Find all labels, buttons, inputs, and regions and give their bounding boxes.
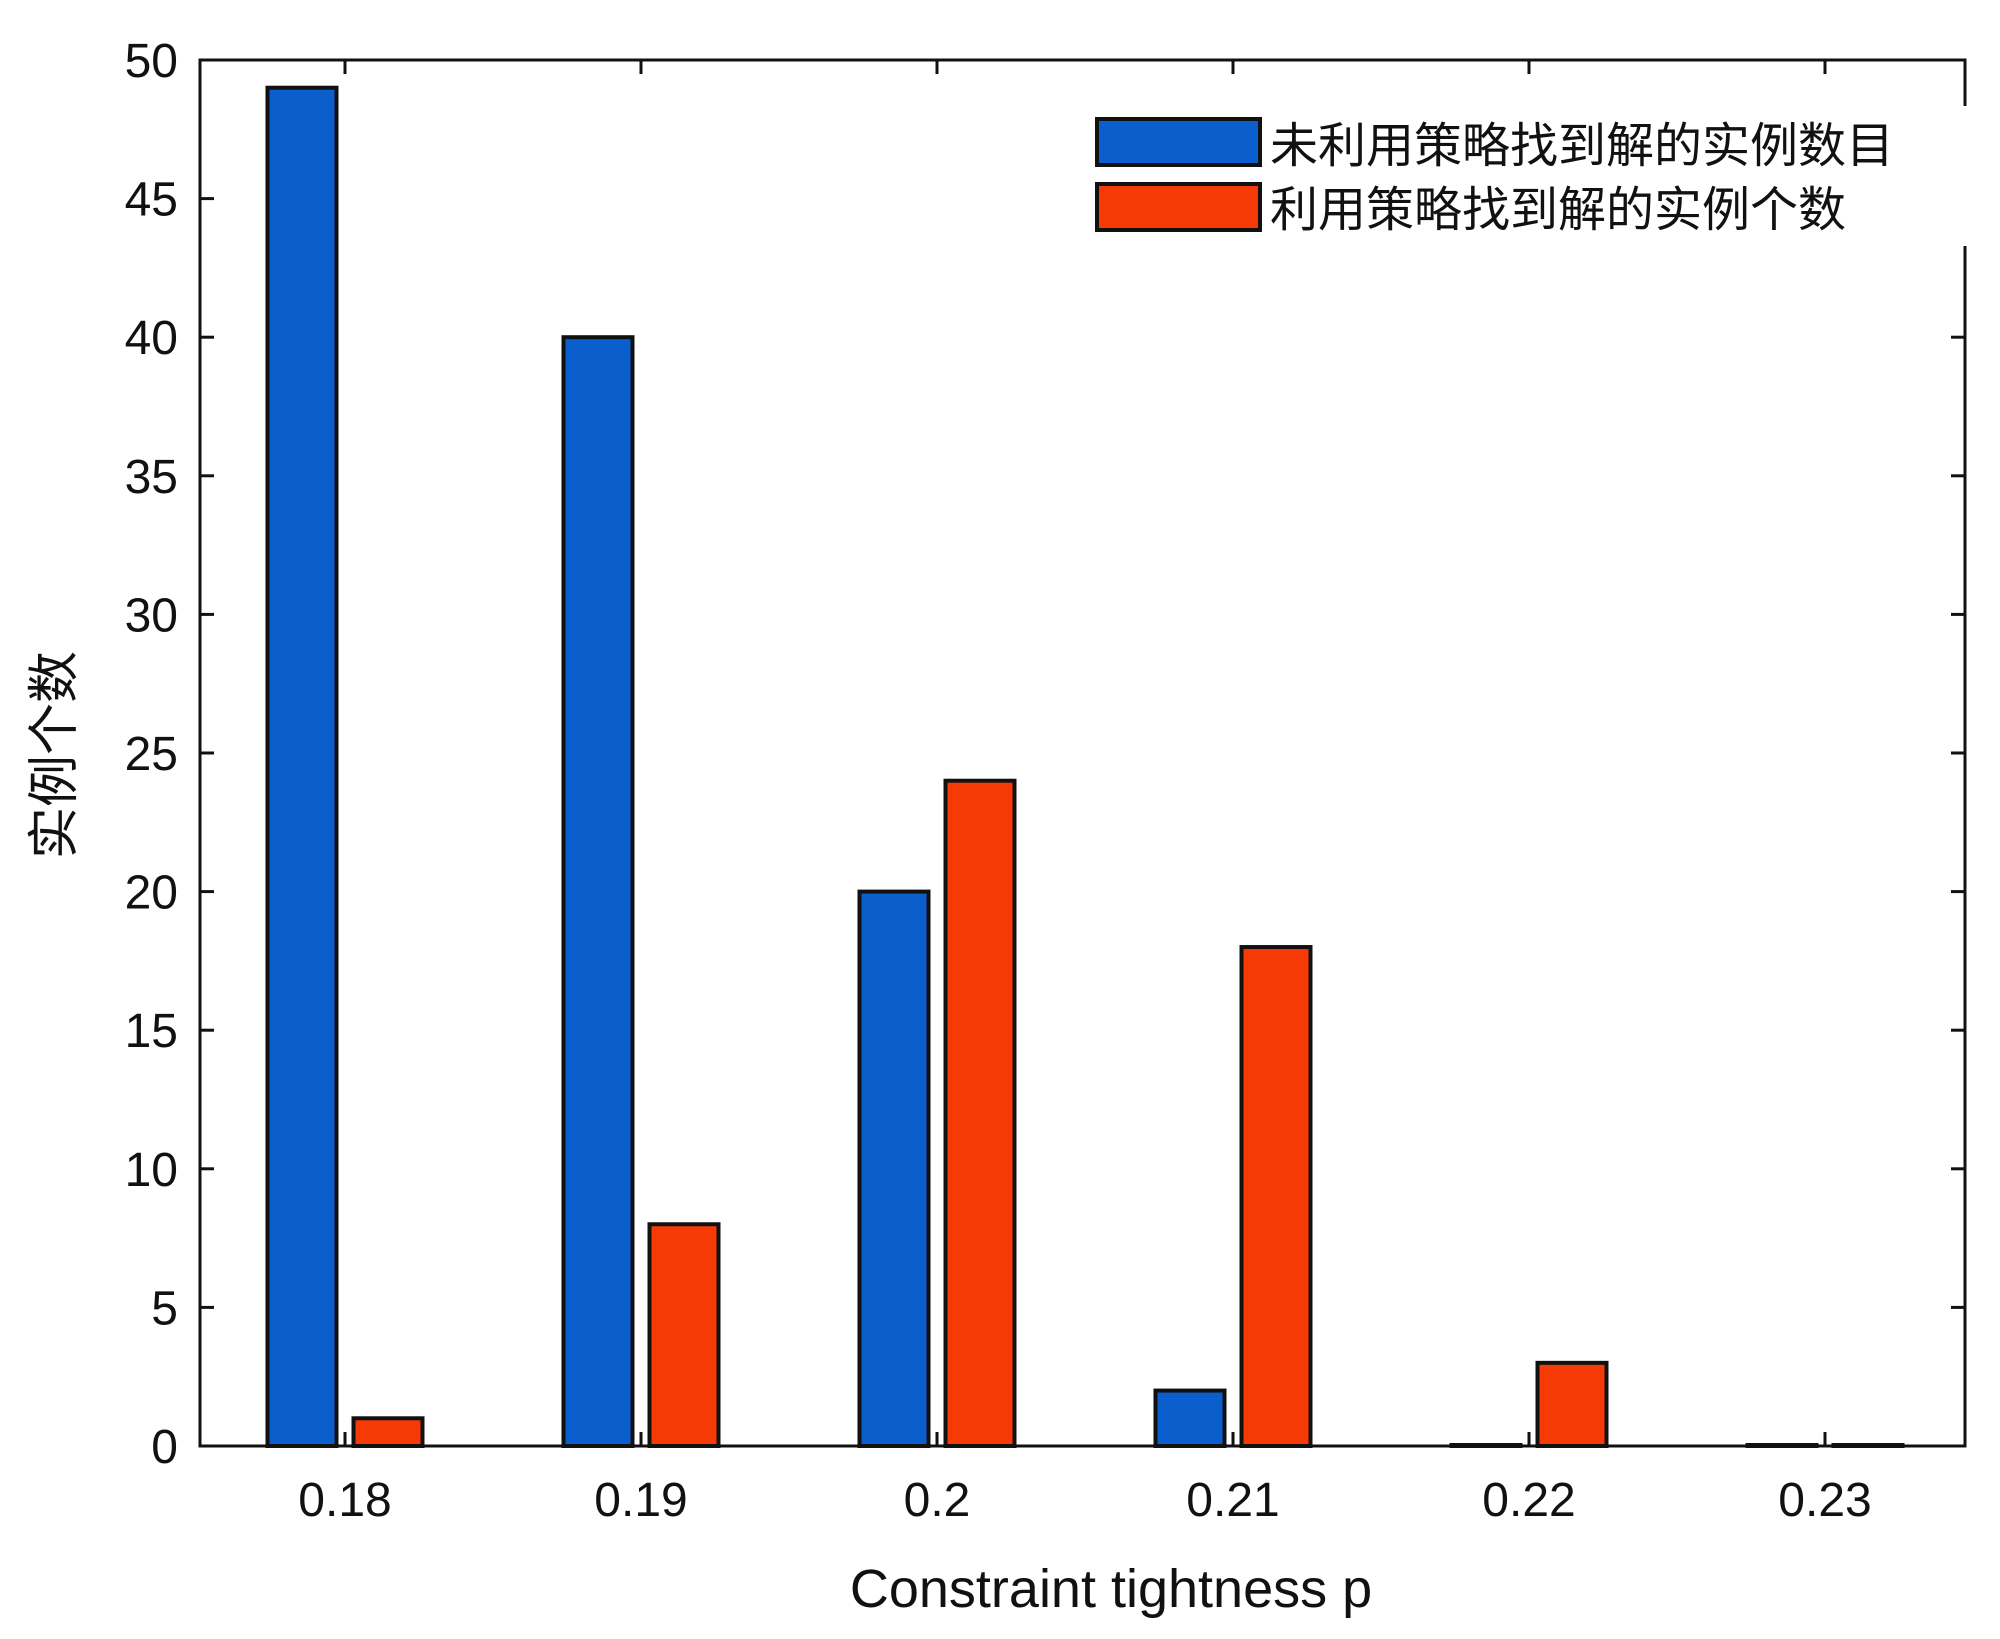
legend-label-series-1: 未利用策略找到解的实例数目 bbox=[1270, 118, 1894, 174]
y-tick-label-20: 20 bbox=[125, 867, 178, 920]
y-tick-label-0: 0 bbox=[151, 1421, 178, 1474]
bars-layer bbox=[265, 85, 1905, 1449]
y-tick-label-25: 25 bbox=[125, 728, 178, 781]
y-tick-label-50: 50 bbox=[125, 35, 178, 88]
x-axis-title: Constraint tightness p bbox=[850, 1559, 1372, 1619]
x-tick-label-0.19: 0.19 bbox=[594, 1474, 687, 1527]
bar-series-2-0.21 bbox=[1239, 945, 1313, 1448]
ticks-layer bbox=[200, 58, 1965, 1448]
bar-series-2-0.19 bbox=[647, 1222, 721, 1448]
bar-series-1-0.2 bbox=[857, 889, 931, 1448]
bar-series-2-0.2 bbox=[943, 778, 1017, 1448]
y-tick-label-35: 35 bbox=[125, 451, 178, 504]
bar-series-2-0.18 bbox=[351, 1416, 425, 1449]
plot-frame bbox=[198, 58, 1967, 1448]
bar-series-2-0.22 bbox=[1535, 1360, 1609, 1448]
legend-label-series-2: 利用策略找到解的实例个数 bbox=[1270, 182, 1846, 238]
legend-swatch-series-2 bbox=[1095, 182, 1262, 232]
y-tick-label-5: 5 bbox=[151, 1282, 178, 1335]
y-tick-label-15: 15 bbox=[125, 1005, 178, 1058]
y-tick-labels: 0 5 10 15 20 25 30 35 40 45 50 bbox=[125, 35, 178, 1474]
y-tick-label-30: 30 bbox=[125, 589, 178, 642]
x-tick-label-0.22: 0.22 bbox=[1482, 1474, 1575, 1527]
legend: 未利用策略找到解的实例数目 利用策略找到解的实例个数 bbox=[1092, 106, 1972, 246]
y-tick-label-45: 45 bbox=[125, 174, 178, 227]
x-tick-label-0.18: 0.18 bbox=[298, 1474, 391, 1527]
x-tick-label-0.23: 0.23 bbox=[1778, 1474, 1871, 1527]
y-axis-title: 实例个数 bbox=[25, 651, 85, 859]
x-tick-label-0.2: 0.2 bbox=[904, 1474, 971, 1527]
bar-series-1-0.21 bbox=[1153, 1388, 1227, 1449]
y-tick-label-10: 10 bbox=[125, 1144, 178, 1197]
bar-series-1-0.19 bbox=[561, 335, 635, 1449]
bar-series-1-0.18 bbox=[265, 85, 339, 1449]
legend-swatch-series-1 bbox=[1095, 117, 1262, 167]
y-tick-label-40: 40 bbox=[125, 312, 178, 365]
x-tick-labels: 0.18 0.19 0.2 0.21 0.22 0.23 bbox=[298, 1474, 1871, 1527]
x-tick-label-0.21: 0.21 bbox=[1186, 1474, 1279, 1527]
